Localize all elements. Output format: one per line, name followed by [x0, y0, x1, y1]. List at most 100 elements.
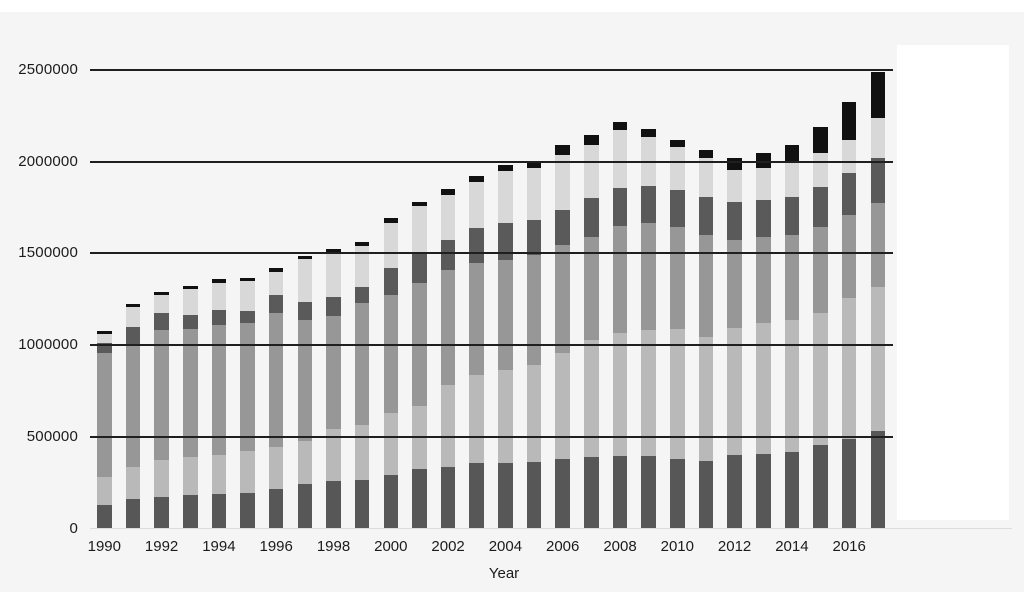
bar-2008: [612, 0, 628, 529]
bar-1998-segment-6-black-top: [326, 249, 341, 253]
bar-1995-segment-1-dark-gray-bottom: [240, 492, 255, 529]
bar-2017-segment-6-black-top: [870, 71, 886, 119]
bar-2002-segment-3-medium-gray: [440, 270, 456, 386]
bar-2006-segment-3-medium-gray: [555, 244, 570, 354]
bar-2001-segment-5-very-light-gray: [412, 206, 427, 252]
bar-2005: [526, 0, 542, 529]
bar-2007-segment-1-dark-gray-bottom: [584, 457, 599, 529]
bar-1991-segment-4-dark-gray-upper: [125, 326, 141, 346]
bar-1997-segment-5-very-light-gray: [297, 259, 313, 302]
bar-2011-segment-6-black-top: [698, 150, 714, 159]
bar-1992-segment-6-black-top: [154, 291, 169, 296]
x-tick-label-2008: 2008: [603, 538, 637, 555]
x-tick-label-2002: 2002: [431, 538, 465, 555]
x-tick-label-1996: 1996: [259, 538, 293, 555]
bar-1996-segment-5-very-light-gray: [268, 271, 284, 296]
bar-2011-segment-5-very-light-gray: [698, 158, 714, 197]
bar-2003-segment-5-very-light-gray: [469, 181, 485, 229]
bar-2009: [641, 0, 656, 529]
bar-2004-segment-4-dark-gray-upper: [498, 223, 513, 260]
bar-2000-segment-1-dark-gray-bottom: [383, 475, 399, 529]
bar-1994-segment-3-medium-gray: [211, 324, 227, 455]
bar-2003-segment-1-dark-gray-bottom: [469, 463, 485, 529]
bar-1994: [211, 0, 227, 529]
bar-1993-segment-1-dark-gray-bottom: [182, 495, 198, 529]
bar-2007-segment-4-dark-gray-upper: [584, 198, 599, 237]
bar-1991-segment-3-medium-gray: [125, 345, 141, 467]
y-tick-label-2000000: 2000000: [18, 152, 78, 170]
bar-2010-segment-3-medium-gray: [670, 226, 685, 330]
bar-1996-segment-3-medium-gray: [268, 312, 284, 447]
bar-1992-segment-5-very-light-gray: [154, 295, 169, 314]
bar-2010-segment-4-dark-gray-upper: [670, 190, 685, 227]
gridline-2000000: [90, 160, 893, 163]
bar-2015-segment-2-light-gray: [813, 313, 828, 446]
bar-2012-segment-4-dark-gray-upper: [727, 201, 742, 240]
bar-1999-segment-6-black-top: [354, 241, 370, 247]
bar-2008-segment-1-dark-gray-bottom: [612, 455, 628, 529]
bar-2012-segment-5-very-light-gray: [727, 169, 742, 202]
bar-2011-segment-2-light-gray: [698, 336, 714, 461]
bar-2009-segment-2-light-gray: [641, 330, 656, 457]
bar-2007: [584, 0, 599, 529]
x-tick-label-2010: 2010: [660, 538, 694, 555]
bar-2015: [813, 0, 828, 529]
gridline-1500000: [90, 252, 893, 255]
bar-1991-segment-5-very-light-gray: [125, 307, 141, 327]
bar-1994-segment-6-black-top: [211, 278, 227, 283]
bar-2014-segment-2-light-gray: [784, 320, 800, 452]
bar-1997: [297, 0, 313, 529]
bar-1996-segment-2-light-gray: [268, 446, 284, 490]
bar-1998-segment-3-medium-gray: [326, 315, 341, 430]
bar-1999: [354, 0, 370, 529]
bar-1990-segment-2-light-gray: [97, 477, 112, 506]
bar-2012-segment-2-light-gray: [727, 328, 742, 455]
bar-1996-segment-6-black-top: [268, 268, 284, 272]
bar-1991-segment-2-light-gray: [125, 466, 141, 500]
bar-2006-segment-1-dark-gray-bottom: [555, 458, 570, 529]
bar-2002-segment-5-very-light-gray: [440, 195, 456, 240]
gridline-500000: [90, 435, 893, 438]
bar-1990-segment-4-dark-gray-upper: [97, 343, 112, 354]
bar-2004-segment-3-medium-gray: [498, 260, 513, 371]
bar-2017-segment-2-light-gray: [870, 286, 886, 431]
legend-box: [897, 45, 1009, 520]
bar-2008-segment-3-medium-gray: [612, 226, 628, 334]
bar-2010-segment-6-black-top: [670, 139, 685, 147]
x-tick-label-2012: 2012: [717, 538, 752, 555]
bar-1993-segment-3-medium-gray: [182, 329, 198, 458]
bar-2012-segment-3-medium-gray: [727, 240, 742, 329]
bar-2016-segment-2-light-gray: [841, 298, 857, 440]
bar-2000-segment-4-dark-gray-upper: [383, 268, 399, 296]
x-axis-title: Year: [488, 565, 520, 582]
bar-2005-segment-4-dark-gray-upper: [526, 220, 542, 256]
bar-1995-segment-6-black-top: [240, 277, 255, 282]
x-axis-line: [90, 528, 1012, 529]
bar-2009-segment-4-dark-gray-upper: [641, 185, 656, 224]
bar-1994-segment-5-very-light-gray: [211, 282, 227, 310]
bar-2002: [440, 0, 456, 529]
bar-2003-segment-4-dark-gray-upper: [469, 228, 485, 264]
bar-1990-segment-5-very-light-gray: [97, 333, 112, 344]
y-tick-label-1500000: 1500000: [18, 244, 78, 262]
bar-2017: [870, 0, 886, 529]
bar-2005-segment-6-black-top: [526, 161, 542, 168]
bar-2014: [784, 0, 800, 529]
gridline-2500000: [90, 69, 893, 71]
x-tick-label-2016: 2016: [832, 538, 866, 555]
bar-2013-segment-5-very-light-gray: [755, 168, 771, 201]
bar-2015-segment-1-dark-gray-bottom: [813, 445, 828, 529]
bar-2003-segment-3-medium-gray: [469, 263, 485, 375]
bar-2009-segment-1-dark-gray-bottom: [641, 456, 656, 529]
bar-2012-segment-1-dark-gray-bottom: [727, 454, 742, 529]
bar-1990-segment-3-medium-gray: [97, 353, 112, 478]
y-tick-label-1000000: 1000000: [18, 336, 78, 354]
bar-2013-segment-2-light-gray: [755, 323, 771, 455]
bar-1999-segment-2-light-gray: [354, 425, 370, 480]
x-tick-label-2014: 2014: [775, 538, 809, 555]
bar-2000-segment-5-very-light-gray: [383, 223, 399, 269]
bar-1992: [154, 0, 169, 529]
bar-1999-segment-5-very-light-gray: [354, 246, 370, 287]
x-tick-label-1994: 1994: [202, 538, 236, 555]
bar-2011-segment-1-dark-gray-bottom: [698, 460, 714, 529]
